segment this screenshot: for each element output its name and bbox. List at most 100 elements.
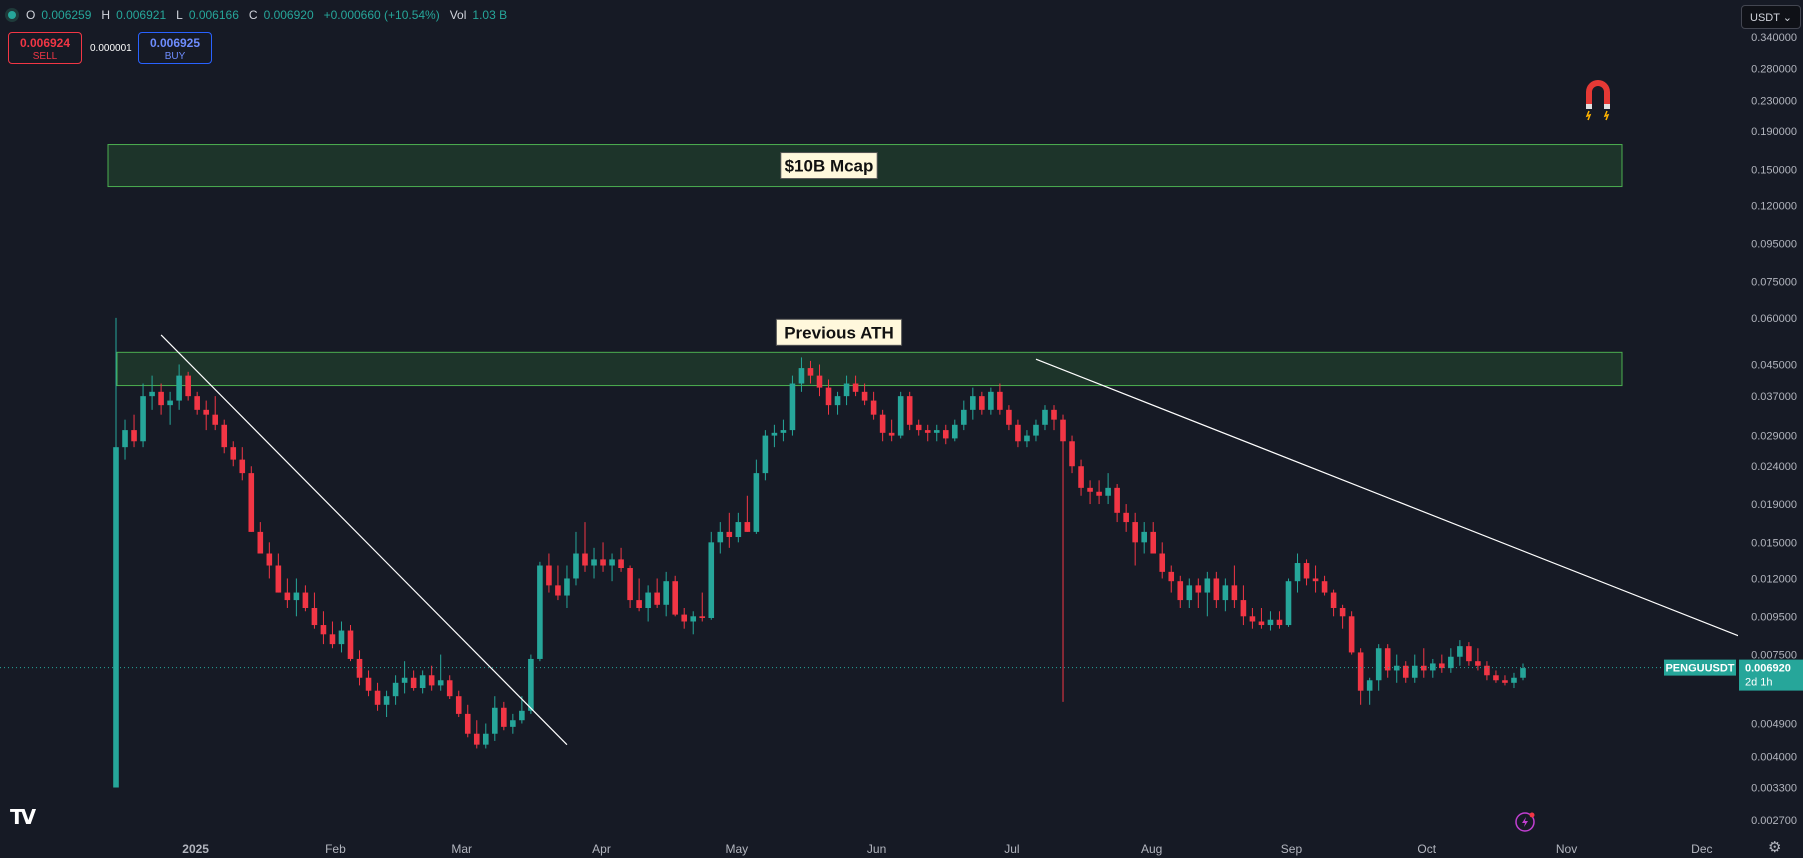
candle-body [501, 707, 507, 727]
candle [852, 375, 859, 397]
status-dot-icon [8, 11, 16, 19]
candle-body [789, 383, 796, 431]
candle [275, 553, 282, 593]
candle-body [771, 432, 778, 436]
candle [1430, 658, 1436, 678]
candle-body [528, 658, 534, 711]
candle [735, 512, 742, 543]
candle [1267, 611, 1274, 631]
candle-body [122, 430, 128, 448]
candle-body [347, 630, 354, 659]
candle-body [1511, 677, 1517, 683]
candle [1051, 405, 1057, 431]
candle-body [464, 713, 471, 734]
magnet-icon[interactable] [1585, 80, 1610, 121]
candle [158, 383, 164, 415]
candle-body [1159, 553, 1166, 572]
candle [302, 585, 309, 612]
candles-layer [113, 317, 1526, 788]
candle [1150, 522, 1157, 554]
candle-body [158, 391, 164, 406]
candle [1132, 512, 1138, 566]
candle-body [1312, 578, 1319, 582]
candle [347, 625, 354, 662]
price-tick-label: 0.007500 [1751, 650, 1797, 662]
candle [699, 592, 706, 622]
candle-body [654, 592, 660, 605]
trendline[interactable] [160, 334, 568, 746]
sell-button[interactable]: 0.006924 SELL [8, 32, 82, 64]
gear-icon[interactable]: ⚙ [1768, 838, 1782, 856]
currency-select[interactable]: USDT ⌄ [1741, 5, 1801, 29]
candle-body [1240, 600, 1247, 617]
candle [1303, 559, 1310, 586]
candle [1276, 611, 1283, 629]
candle-body [1502, 680, 1508, 683]
price-tick-label: 0.190000 [1751, 126, 1797, 138]
candle [970, 387, 976, 420]
candle [131, 414, 137, 448]
candle-body [311, 607, 318, 626]
candle [1457, 640, 1463, 666]
candle-body [428, 675, 435, 686]
candle [807, 360, 814, 384]
candle-body [1475, 661, 1481, 666]
price-tick-label: 0.095000 [1751, 238, 1797, 250]
candle [1330, 589, 1337, 617]
price-axis[interactable]: 0.340000 0.280000 0.230000 0.190000 0.150000… [1664, 0, 1803, 858]
candle-body [970, 396, 976, 410]
candle-body [852, 383, 859, 392]
candle [1402, 661, 1409, 683]
candle [338, 621, 345, 653]
candle [870, 391, 877, 420]
time-tick-label: Feb [325, 842, 346, 856]
candle-body [374, 690, 381, 705]
candle-body [961, 409, 967, 425]
candle-body [555, 585, 561, 596]
trendline[interactable] [1035, 358, 1803, 675]
candle-body [1069, 441, 1075, 467]
candle-body [726, 531, 733, 538]
candle-body [1015, 424, 1021, 442]
candle [1141, 522, 1147, 554]
time-tick-label: Mar [451, 842, 472, 856]
candle-body [284, 592, 291, 601]
price-tick-label: 0.024000 [1751, 461, 1797, 473]
candle-body [482, 733, 489, 745]
candle [284, 578, 291, 608]
zones-layer[interactable]: $10B Mcap Previous ATH [107, 144, 1623, 387]
candle-body [1213, 578, 1220, 601]
candle [1493, 670, 1499, 683]
candle [789, 375, 796, 436]
candle [1240, 585, 1247, 626]
time-tick-label: Sep [1281, 842, 1303, 856]
candle [1375, 644, 1382, 691]
price-tick-label: 0.230000 [1751, 95, 1797, 107]
candle [383, 690, 390, 718]
candle [663, 571, 669, 617]
buy-button[interactable]: 0.006925 BUY [138, 32, 212, 64]
lightning-bolt-icon[interactable] [1515, 812, 1535, 832]
tradingview-logo-icon[interactable]: TV [10, 805, 36, 829]
trendlines-layer[interactable] [0, 334, 1803, 746]
candle-body [1384, 648, 1391, 671]
candle [1448, 648, 1454, 673]
candle [636, 578, 642, 612]
zone-box[interactable] [116, 351, 1623, 387]
candle-body [1267, 619, 1274, 626]
candle-body [690, 616, 697, 622]
candle [1294, 553, 1301, 593]
candle [455, 690, 462, 718]
candle [573, 531, 579, 586]
candle [1024, 430, 1030, 448]
candle-body [537, 565, 543, 659]
candle [672, 575, 678, 617]
open-label: O [26, 8, 36, 22]
candle-body [979, 396, 985, 410]
candle-body [708, 542, 715, 619]
symbol-price-tag[interactable]: PENGUUSDT 0.006920 2d 1h [1664, 659, 1803, 691]
price-tick-label: 0.003300 [1751, 783, 1797, 795]
time-axis[interactable]: 2025FebMarAprMayJunJulAugSepOctNovDec202… [182, 80, 1803, 856]
candle [1114, 484, 1120, 523]
